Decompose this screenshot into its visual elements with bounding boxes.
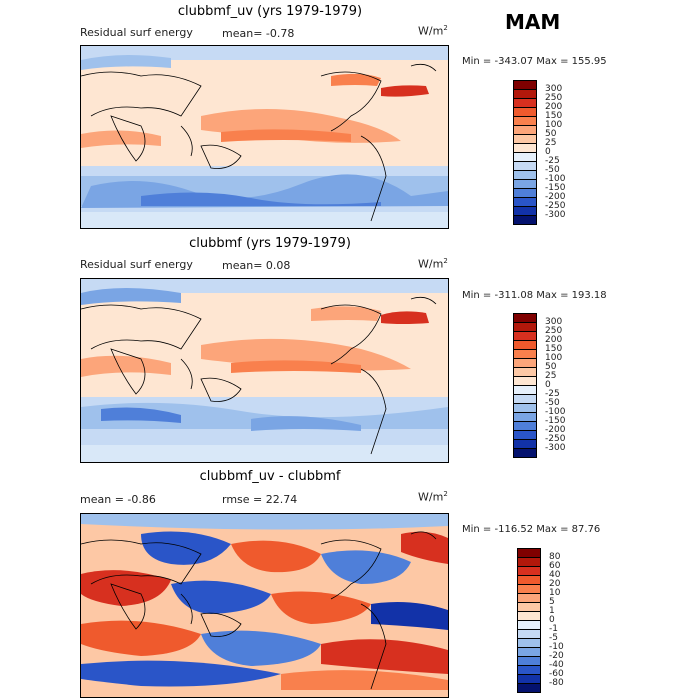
- panel3-minmax: Min = -116.52 Max = 87.76: [462, 524, 601, 535]
- colorbar-tick-label: 0: [549, 615, 555, 625]
- colorbar-tick-label: -250: [545, 201, 566, 211]
- colorbar-tick-label: -100: [545, 407, 566, 417]
- colorbar-tick-label: -150: [545, 416, 566, 426]
- colorbar-tick-label: -20: [549, 651, 564, 661]
- colorbar-tick-label: 300: [545, 317, 563, 327]
- panel2-units-label: W/m2: [418, 257, 448, 271]
- colorbar-tick-label: -200: [545, 425, 566, 435]
- colorbar-tick-label: 150: [545, 111, 563, 121]
- colorbar-tick-label: 5: [549, 597, 555, 607]
- panel2-map: [80, 278, 449, 463]
- colorbar-tick-label: 20: [549, 579, 561, 589]
- colorbar-tick-label: 40: [549, 570, 561, 580]
- colorbar-tick-label: -25: [545, 156, 560, 166]
- colorbar-swatch: [517, 683, 541, 693]
- colorbar-tick-label: 0: [545, 380, 551, 390]
- colorbar-tick-label: 1: [549, 606, 555, 616]
- colorbar-tick-label: -5: [549, 633, 558, 643]
- colorbar-tick-label: -50: [545, 398, 560, 408]
- panel3-map: [80, 513, 449, 698]
- panel3-rmse-label: rmse = 22.74: [222, 493, 298, 506]
- colorbar-tick-label: 80: [549, 552, 561, 562]
- colorbar-tick-label: -300: [545, 210, 566, 220]
- panel1-colorbar: 300 250 200 150 100 50 25 0 -25 -50 -100 -150 -200 -2…: [513, 80, 573, 230]
- season-label: MAM: [505, 10, 561, 34]
- colorbar-swatch: [513, 448, 537, 458]
- colorbar-tick-label: 150: [545, 344, 563, 354]
- colorbar-tick-label: -60: [549, 669, 564, 679]
- panel1-mean-label: mean= -0.78: [222, 27, 295, 40]
- panel2-minmax: Min = -311.08 Max = 193.18: [462, 290, 607, 301]
- panel3-mean-label: mean = -0.86: [80, 493, 156, 506]
- panel1-map: [80, 45, 449, 229]
- colorbar-tick-label: -80: [549, 678, 564, 688]
- colorbar-tick-label: 300: [545, 84, 563, 94]
- colorbar-tick-label: 200: [545, 102, 563, 112]
- panel2-left-label: Residual surf energy: [80, 258, 193, 271]
- colorbar-tick-label: 100: [545, 353, 563, 363]
- colorbar-tick-label: -300: [545, 443, 566, 453]
- colorbar-tick-label: -100: [545, 174, 566, 184]
- colorbar-swatch: [513, 215, 537, 225]
- colorbar-tick-label: -1: [549, 624, 558, 634]
- panel3-colorbar: 80 60 40 20 10 5 1 0 -1 -5 -10 -20 -40 -60 -80: [517, 548, 577, 698]
- colorbar-tick-label: -25: [545, 389, 560, 399]
- panel2-title: clubbmf (yrs 1979-1979): [189, 236, 351, 251]
- colorbar-tick-label: 50: [545, 362, 557, 372]
- panel1-units-label: W/m2: [418, 24, 448, 38]
- colorbar-tick-label: -50: [545, 165, 560, 175]
- panel1-title: clubbmf_uv (yrs 1979-1979): [177, 4, 363, 19]
- colorbar-tick-label: -40: [549, 660, 564, 670]
- colorbar-tick-label: -250: [545, 434, 566, 444]
- panel1-minmax: Min = -343.07 Max = 155.95: [462, 56, 607, 67]
- colorbar-tick-label: -200: [545, 192, 566, 202]
- colorbar-tick-label: 25: [545, 138, 557, 148]
- panel3-title: clubbmf_uv - clubbmf: [199, 469, 341, 484]
- colorbar-tick-label: -150: [545, 183, 566, 193]
- colorbar-tick-label: 250: [545, 93, 563, 103]
- panel2-colorbar: 300 250 200 150 100 50 25 0 -25 -50 -100 -150 -200 -2…: [513, 313, 573, 463]
- colorbar-tick-label: 60: [549, 561, 561, 571]
- colorbar-tick-label: 0: [545, 147, 551, 157]
- colorbar-tick-label: 250: [545, 326, 563, 336]
- colorbar-tick-label: -10: [549, 642, 564, 652]
- panel2-mean-label: mean= 0.08: [222, 259, 291, 272]
- colorbar-tick-label: 100: [545, 120, 563, 130]
- panel1-left-label: Residual surf energy: [80, 26, 193, 39]
- panel3-units-label: W/m2: [418, 490, 448, 504]
- colorbar-tick-label: 200: [545, 335, 563, 345]
- colorbar-tick-label: 10: [549, 588, 561, 598]
- colorbar-tick-label: 25: [545, 371, 557, 381]
- colorbar-tick-label: 50: [545, 129, 557, 139]
